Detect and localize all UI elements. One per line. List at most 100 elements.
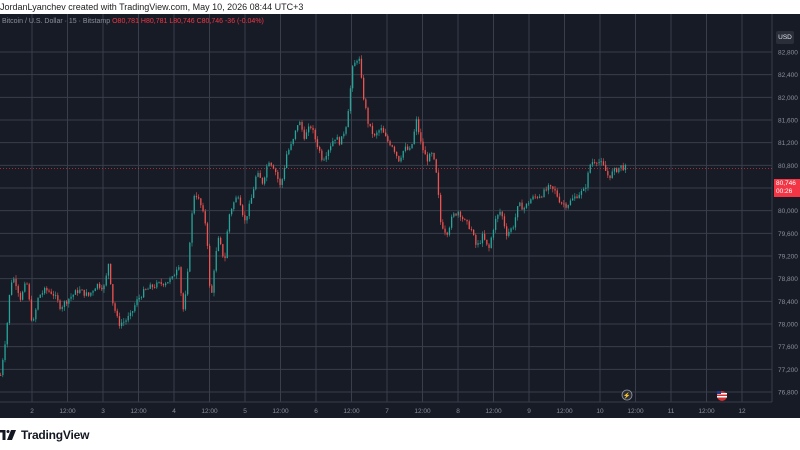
candle-body	[512, 227, 514, 229]
candle-body	[501, 211, 503, 217]
candle-body	[446, 232, 448, 235]
candle-body	[211, 285, 213, 293]
candle-body	[283, 167, 286, 180]
ohlc-values: O80,781 H80,781 L80,746 C80,746 -36 (-0.…	[112, 18, 264, 25]
candle-body	[253, 189, 255, 198]
candle-body	[517, 206, 519, 218]
candle-body	[187, 271, 189, 295]
candle-body	[226, 231, 228, 259]
candle-body	[63, 301, 66, 308]
candle-body	[413, 131, 415, 145]
candle-body	[477, 243, 479, 245]
candle-body	[437, 172, 440, 195]
candle-body	[248, 203, 250, 217]
candle-body	[57, 295, 59, 301]
candle-body	[178, 267, 180, 270]
candle-body	[129, 312, 132, 316]
candle-body	[206, 223, 209, 246]
candle-body	[490, 237, 492, 248]
candle-body	[277, 172, 279, 179]
y-tick-label: 80,000	[778, 208, 798, 215]
x-tick-label: 2	[30, 408, 34, 415]
candle-body	[334, 139, 336, 142]
candle-body	[143, 289, 145, 298]
candle-body	[154, 287, 156, 289]
chart-area[interactable]: 82,80082,40082,00081,60081,20080,80080,4…	[0, 14, 800, 418]
candle-body	[151, 284, 154, 288]
candle-body	[171, 276, 173, 279]
candle-body	[514, 217, 517, 228]
candle-body	[48, 290, 50, 292]
candle-body	[239, 197, 242, 206]
currency-button[interactable]: USD	[776, 31, 794, 44]
attribution-bar: JordanLyanchev created with TradingView.…	[0, 0, 800, 14]
candle-body	[585, 187, 587, 189]
candle-body	[114, 303, 116, 311]
candle-body	[572, 198, 574, 201]
candle-body	[138, 297, 140, 300]
x-tick-label: 3	[101, 408, 105, 415]
candle-body	[470, 229, 473, 230]
candle-body	[37, 297, 39, 310]
candle-body	[365, 99, 367, 108]
candle-body	[547, 185, 550, 191]
candle-body	[374, 133, 376, 136]
candle-body	[286, 154, 288, 168]
candle-body	[464, 219, 466, 220]
candle-body	[338, 137, 341, 145]
y-tick-label: 82,400	[778, 72, 798, 79]
tradingview-logo[interactable]: TradingView	[0, 427, 89, 443]
candle-body	[308, 126, 310, 133]
candle-body	[264, 177, 266, 184]
candle-body	[162, 283, 165, 286]
candle-body	[79, 289, 81, 294]
candle-body	[343, 133, 345, 137]
x-tick-label: 12:00	[556, 408, 573, 415]
candle-body	[325, 155, 327, 160]
candle-body	[360, 58, 363, 78]
candle-body	[215, 251, 217, 271]
x-tick-label: 11	[668, 408, 675, 415]
candle-body	[466, 219, 468, 222]
candle-body	[213, 270, 215, 293]
candle-body	[545, 189, 547, 191]
candle-body	[176, 269, 178, 276]
candle-body	[550, 185, 552, 187]
candle-body	[600, 161, 602, 163]
candle-body	[618, 167, 620, 173]
candle-body	[378, 130, 380, 133]
candle-body	[583, 188, 585, 191]
x-tick-label: 12:00	[414, 408, 431, 415]
candle-body	[389, 141, 391, 146]
candle-body	[444, 228, 446, 233]
candle-body	[299, 121, 301, 126]
candle-body	[231, 209, 233, 215]
candle-body	[605, 164, 607, 171]
candle-body	[387, 136, 389, 142]
candle-body	[294, 130, 297, 139]
x-tick-label: 12:00	[130, 408, 147, 415]
candle-body	[147, 288, 149, 290]
candle-body	[391, 145, 393, 147]
candle-body	[160, 282, 162, 284]
candle-body	[66, 301, 68, 304]
candle-body	[607, 170, 609, 176]
candle-body	[554, 188, 556, 191]
candle-body	[503, 216, 506, 227]
candle-body	[336, 137, 338, 140]
candle-body	[204, 211, 206, 224]
candle-body	[2, 359, 4, 376]
candle-body	[523, 207, 525, 210]
candle-body	[561, 202, 563, 204]
candle-body	[279, 178, 281, 185]
brand-name: TradingView	[21, 428, 90, 442]
y-tick-label: 81,200	[778, 140, 798, 147]
candle-body	[398, 155, 400, 162]
x-tick-label: 5	[243, 408, 247, 415]
candle-body	[543, 189, 545, 197]
price-chart[interactable]: 82,80082,40082,00081,60081,20080,80080,4…	[0, 14, 800, 418]
candle-body	[409, 148, 411, 150]
candle-body	[569, 200, 572, 206]
candle-body	[352, 66, 354, 89]
y-tick-label: 82,000	[778, 95, 798, 102]
